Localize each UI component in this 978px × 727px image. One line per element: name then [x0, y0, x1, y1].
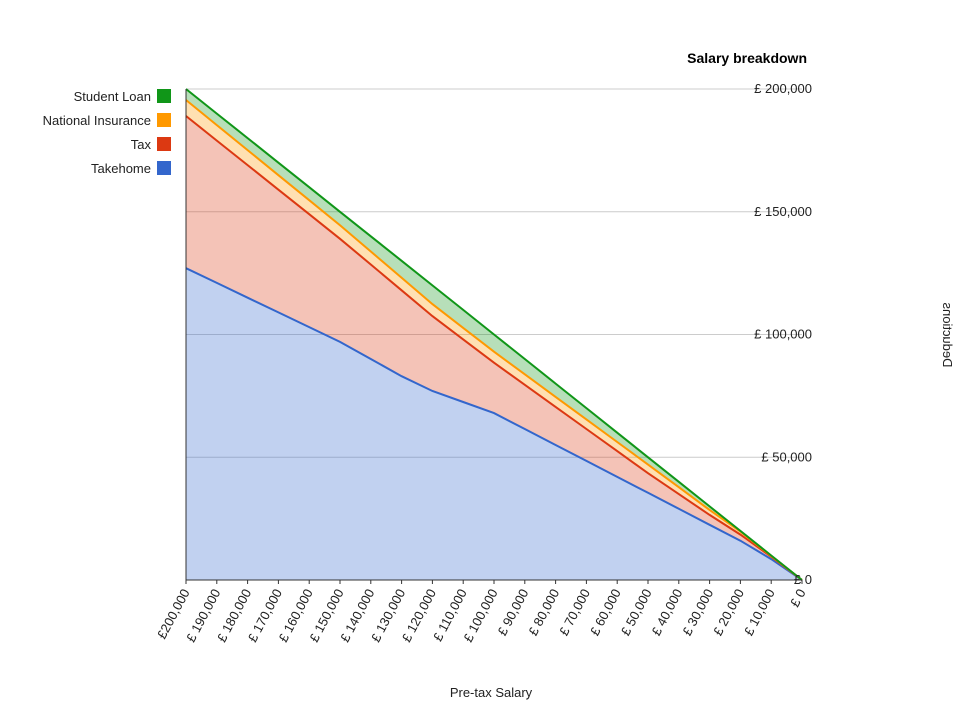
- legend-swatch: [157, 113, 171, 127]
- line-takehome: [185, 267, 803, 581]
- legend-swatch: [157, 89, 171, 103]
- y-tick-label: £ 50,000: [761, 449, 812, 464]
- legend-swatch: [157, 137, 171, 151]
- y-tick-label: £ 100,000: [754, 327, 812, 342]
- y-tick-label: £ 0: [794, 572, 812, 587]
- x-axis-label: Pre-tax Salary: [450, 685, 533, 700]
- series-lines: [185, 88, 803, 581]
- x-tick-label: £ 0: [787, 586, 809, 609]
- y-tick-label: £ 150,000: [754, 204, 812, 219]
- axes: [185, 89, 803, 584]
- y-tick-label: £ 200,000: [754, 81, 812, 96]
- legend: Student Loan National Insurance Tax Takehom…: [43, 89, 171, 176]
- legend-label: Student Loan: [74, 89, 151, 104]
- line-tax: [185, 115, 803, 581]
- line-student-loan: [185, 88, 803, 581]
- line-national-insurance: [185, 99, 803, 581]
- legend-label: National Insurance: [43, 113, 151, 128]
- legend-label: Tax: [131, 137, 152, 152]
- x-tick-labels: £ 0£ 10,000£ 20,000£ 30,000£ 40,000£ 50,…: [154, 586, 809, 644]
- area-takehome: [186, 268, 802, 580]
- gridlines: [186, 88, 802, 458]
- y-tick-labels: £ 0 £ 50,000 £ 100,000 £ 150,000 £ 200,000: [754, 81, 812, 587]
- legend-swatch: [157, 161, 171, 175]
- legend-label: Takehome: [91, 161, 151, 176]
- y-axis-label: Deductions: [940, 302, 955, 368]
- chart-title: Salary breakdown: [687, 50, 807, 66]
